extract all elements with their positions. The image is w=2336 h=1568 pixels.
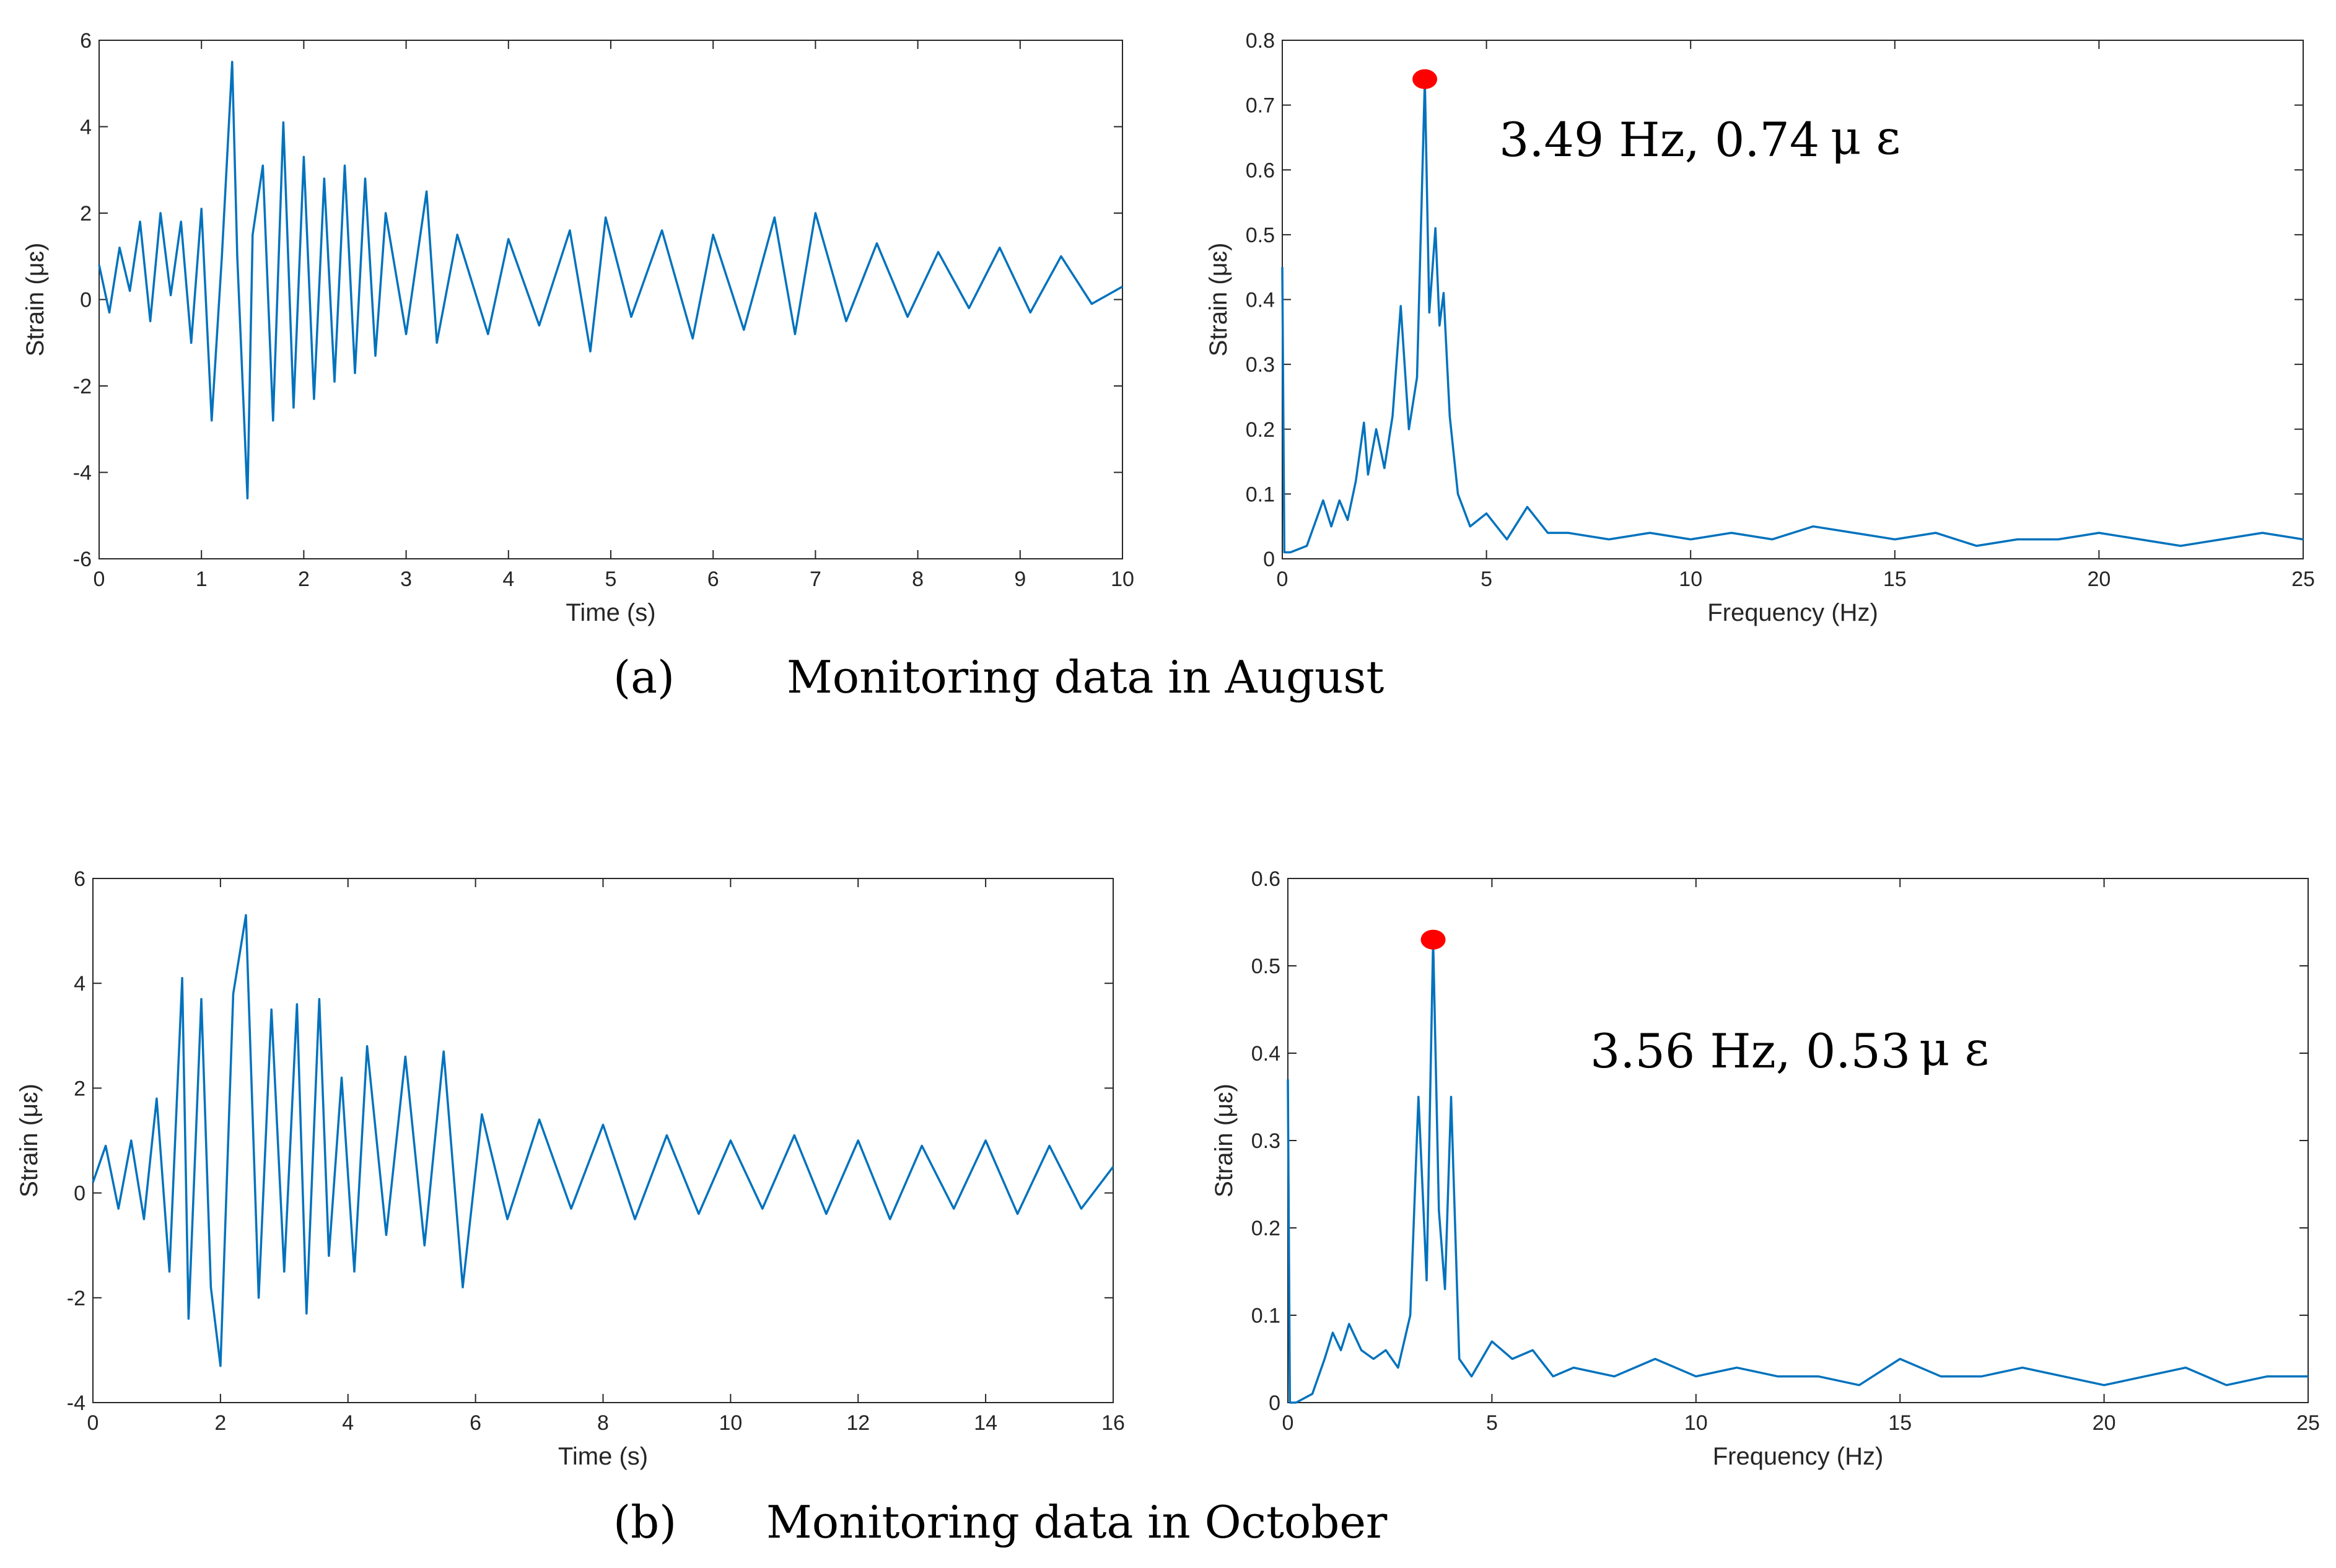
y-tick-label: 0.2 [1246, 418, 1275, 442]
x-tick-label: 2 [298, 567, 310, 591]
y-tick-label: 0 [1263, 548, 1275, 571]
x-tick-label: 5 [1486, 1411, 1498, 1435]
x-tick-label: 0 [1282, 1411, 1294, 1435]
x-tick-label: 1 [196, 567, 208, 591]
y-tick-label: 0.6 [1251, 867, 1280, 891]
x-axis-label: Time (s) [566, 599, 655, 626]
series-line [1281, 78, 2304, 554]
x-tick-label: 25 [2291, 567, 2315, 591]
x-tick-label: 8 [597, 1411, 609, 1435]
x-tick-label: 10 [1111, 567, 1134, 591]
y-tick-label: 6 [80, 29, 92, 53]
y-tick-label: 0.5 [1246, 224, 1275, 247]
series-line [92, 914, 1114, 1367]
y-tick-label: -6 [73, 548, 92, 571]
x-axis-label: Time (s) [558, 1443, 648, 1470]
y-tick-label: -2 [67, 1287, 85, 1310]
x-tick-label: 4 [502, 567, 514, 591]
y-tick-label: 0.7 [1246, 94, 1275, 118]
y-axis-label: Strain (μɛ) [1205, 243, 1232, 357]
x-tick-label: 15 [1883, 567, 1907, 591]
y-tick-label: 0.6 [1246, 159, 1275, 182]
series-line [98, 61, 1123, 500]
x-tick-label: 15 [1888, 1411, 1912, 1435]
y-tick-label: 0 [1269, 1391, 1280, 1415]
x-tick-label: 0 [1277, 567, 1288, 591]
x-axis-label: Frequency (Hz) [1713, 1443, 1884, 1470]
x-tick-label: 9 [1014, 567, 1026, 591]
x-tick-label: 6 [470, 1411, 481, 1435]
y-tick-label: 6 [74, 867, 85, 891]
x-axis-label: Frequency (Hz) [1707, 599, 1878, 626]
y-tick-label: 2 [80, 202, 92, 226]
y-tick-label: -2 [73, 375, 92, 398]
chart-a-time-series: 0 1 2 3 4 5 6 7 8 9 10 -6 -4 -2 0 2 4 6 Time (s) Strain (μɛ… [22, 29, 1134, 626]
y-tick-label: 0.4 [1246, 289, 1275, 312]
annotation-a-value: 3.49 Hz, 0.74 [1499, 112, 1819, 167]
y-tick-label: 0.1 [1251, 1304, 1280, 1328]
x-tick-label: 10 [1679, 567, 1702, 591]
x-tick-label: 2 [214, 1411, 226, 1435]
x-tick-label: 20 [2093, 1411, 2116, 1435]
chart-b-spectrum: 0 5 10 15 20 25 0 0.1 0.2 0.3 0.4 0.5 0.6 Frequency (… [1210, 867, 2320, 1470]
y-tick-label: 4 [80, 116, 92, 139]
x-tick-label: 14 [974, 1411, 997, 1435]
x-tick-label: 4 [342, 1411, 354, 1435]
y-tick-label: 0.2 [1251, 1217, 1280, 1240]
y-tick-label: 2 [74, 1077, 85, 1100]
chart-b-time-series: 0 2 4 6 8 10 12 14 16 -4 -2 0 2 4 6 Time (s) Strain (μɛ) [15, 867, 1125, 1470]
annotation-b-unit: μ ε [1919, 1021, 1989, 1076]
x-tick-label: 5 [605, 567, 617, 591]
y-tick-label: 0.1 [1246, 483, 1275, 506]
caption-b-text: Monitoring data in October [766, 1496, 1388, 1548]
x-tick-label: 3 [400, 567, 412, 591]
x-tick-label: 10 [1684, 1411, 1708, 1435]
caption-a-letter: (a) [613, 651, 675, 703]
peak-marker [1412, 69, 1438, 89]
x-tick-label: 20 [2087, 567, 2111, 591]
y-axis-label: Strain (μɛ) [1210, 1084, 1238, 1198]
y-tick-label: 0 [80, 289, 92, 312]
y-tick-label: 0.3 [1251, 1129, 1280, 1153]
x-tick-label: 12 [846, 1411, 870, 1435]
x-tick-label: 8 [912, 567, 924, 591]
y-tick-label: 0.8 [1246, 29, 1275, 53]
y-axis-label: Strain (μɛ) [15, 1084, 43, 1198]
y-tick-label: -4 [73, 462, 92, 485]
x-tick-label: 25 [2296, 1411, 2320, 1435]
y-tick-label: 0.4 [1251, 1042, 1280, 1066]
x-tick-label: 0 [87, 1411, 99, 1435]
caption-b-letter: (b) [613, 1496, 676, 1548]
x-tick-label: 0 [94, 567, 105, 591]
x-tick-label: 16 [1101, 1411, 1125, 1435]
x-tick-label: 7 [810, 567, 821, 591]
y-axis-label: Strain (μɛ) [22, 243, 49, 357]
y-tick-label: 0 [74, 1182, 85, 1206]
series-line [1287, 938, 2308, 1404]
annotation-b-value: 3.56 Hz, 0.53 [1590, 1023, 1910, 1079]
caption-a-text: Monitoring data in August [787, 651, 1384, 703]
x-tick-label: 6 [707, 567, 719, 591]
chart-a-spectrum: 0 5 10 15 20 25 0 0.1 0.2 0.3 0.4 0.5 0.6 0.7 0.8 Frequ… [1205, 29, 2315, 626]
peak-marker [1420, 929, 1446, 950]
y-tick-label: 4 [74, 972, 85, 996]
x-tick-label: 10 [719, 1411, 742, 1435]
y-tick-label: -4 [67, 1391, 85, 1415]
annotation-a-unit: μ ε [1831, 110, 1901, 165]
y-tick-label: 0.3 [1246, 353, 1275, 377]
y-tick-label: 0.5 [1251, 955, 1280, 978]
x-tick-label: 5 [1481, 567, 1492, 591]
